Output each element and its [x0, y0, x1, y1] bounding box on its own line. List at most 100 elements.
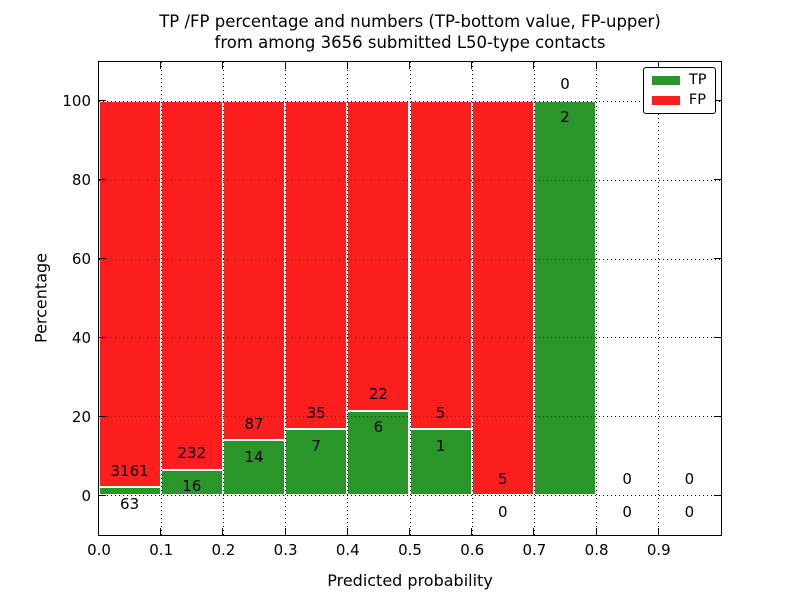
fp-bar-0.3-0.4	[285, 100, 348, 430]
x-axis-label: Predicted probability	[327, 571, 493, 590]
tp-bar-0.4-0.5	[347, 410, 410, 496]
y-tick-right-60	[713, 258, 721, 260]
x-tick-top-0.0	[98, 61, 99, 69]
tp-bar-0.2-0.3	[222, 440, 286, 496]
fp-count-label-0.2-0.3: 87	[244, 414, 264, 433]
fp-bar-0.6-0.7	[471, 100, 534, 496]
fp-count-label-0.9-1.0: 0	[684, 469, 695, 488]
x-tick-bottom-0.1	[160, 527, 162, 535]
legend-entry-fp: FP	[651, 91, 707, 108]
tp-bar-0.7-0.8	[533, 100, 597, 496]
tp-count-label-0.5-0.6: 1	[435, 436, 446, 455]
x-tick-top-0.9	[657, 61, 659, 69]
fp-count-label-0.8-0.9: 0	[622, 469, 632, 488]
y-tick-right-0	[713, 494, 721, 496]
y-tick-left-40	[98, 336, 106, 338]
fp-bar-0.4-0.5	[347, 100, 410, 411]
x-tick-bottom-0.0	[98, 527, 99, 535]
legend-label-tp: TP	[688, 71, 707, 88]
y-tick-right-100	[713, 100, 721, 102]
x-tick-label-0.5: 0.5	[398, 541, 422, 559]
x-tick-label-0.4: 0.4	[335, 541, 360, 559]
y-tick-label-60: 60	[71, 250, 91, 269]
x-tick-label-0.8: 0.8	[584, 541, 609, 559]
chart-title-line1: TP /FP percentage and numbers (TP-bottom…	[159, 12, 661, 31]
x-tick-top-0.4	[346, 61, 348, 69]
fp-color-swatch	[651, 95, 680, 105]
tp-count-label-0.3-0.4: 7	[311, 436, 321, 455]
x-tick-top-0.1	[160, 61, 162, 69]
gridline-x-0.4	[347, 61, 349, 535]
x-tick-top-0.6	[471, 61, 473, 69]
tp-color-swatch	[651, 75, 680, 85]
x-tick-top-0.3	[284, 61, 286, 69]
legend: TP FP	[642, 66, 716, 114]
fp-count-label-0.6-0.7: 5	[498, 469, 508, 488]
x-tick-label-0.7: 0.7	[522, 541, 547, 559]
x-tick-top-0.7	[533, 61, 535, 69]
fp-count-label-0.3-0.4: 35	[306, 403, 326, 422]
y-tick-label-20: 20	[71, 407, 91, 426]
gridline-x-0.8	[596, 61, 598, 535]
y-tick-right-20	[713, 415, 721, 417]
x-tick-bottom-0.7	[533, 527, 535, 535]
tp-count-label-0.0-0.1: 63	[120, 494, 140, 513]
x-tick-label-0.2: 0.2	[211, 541, 236, 559]
fp-count-label-0.0-0.1: 3161	[110, 461, 149, 480]
x-tick-bottom-0.2	[222, 527, 224, 535]
y-tick-label-40: 40	[71, 328, 91, 347]
fp-count-label-0.5-0.6: 5	[435, 403, 446, 422]
tp-count-label-0.1-0.2: 16	[182, 477, 202, 496]
y-tick-label-0: 0	[81, 486, 91, 505]
x-tick-label-0.6: 0.6	[460, 541, 485, 559]
x-tick-bottom-0.4	[346, 527, 348, 535]
gridline-x-0.2	[222, 61, 224, 535]
y-tick-right-40	[713, 336, 721, 338]
chart-title-line2: from among 3656 submitted L50-type conta…	[214, 33, 606, 52]
x-tick-bottom-0.5	[409, 527, 410, 535]
fp-bar-0.5-0.6	[409, 100, 472, 430]
gridline-x-0.6	[471, 61, 473, 535]
tp-count-label-0.7-0.8: 2	[560, 108, 570, 127]
gridline-x-0.9	[658, 61, 660, 535]
tp-bar-0.0-0.1	[98, 487, 161, 496]
y-tick-left-100	[98, 100, 106, 102]
x-tick-label-0.0: 0.0	[87, 541, 111, 559]
chart-title: TP /FP percentage and numbers (TP-bottom…	[99, 11, 721, 53]
x-tick-top-0.5	[409, 61, 410, 69]
x-tick-label-0.9: 0.9	[646, 541, 671, 559]
y-tick-left-80	[98, 179, 106, 181]
fp-bar-0.1-0.2	[160, 100, 223, 470]
tp-count-label-0.9-1.0: 0	[684, 502, 695, 521]
fp-count-label-0.7-0.8: 0	[560, 75, 570, 94]
x-tick-label-0.3: 0.3	[273, 541, 298, 559]
fp-bar-0.2-0.3	[222, 100, 286, 441]
gridline-x-0.7	[533, 61, 535, 535]
y-tick-label-100: 100	[62, 92, 91, 111]
plot-area: TP FP 3161 63 232 16 87 14 35 7 22 6 5 1 5 0 0 2 0 0 0 0	[97, 60, 722, 536]
fp-count-label-0.1-0.2: 232	[177, 444, 207, 463]
x-tick-top-0.8	[595, 61, 597, 69]
gridline-x-0.5	[409, 61, 411, 535]
x-tick-top-0.2	[222, 61, 224, 69]
gridline-x-0.3	[285, 61, 287, 535]
fp-count-label-0.4-0.5: 22	[368, 385, 388, 404]
legend-label-fp: FP	[688, 91, 706, 108]
y-tick-left-60	[98, 258, 106, 260]
tp-count-label-0.6-0.7: 0	[498, 502, 508, 521]
y-tick-right-80	[713, 179, 721, 181]
y-tick-left-0	[98, 494, 106, 496]
tp-count-label-0.4-0.5: 6	[373, 418, 384, 437]
x-tick-bottom-0.6	[471, 527, 473, 535]
y-tick-left-20	[98, 415, 106, 417]
gridline-x-0.1	[160, 61, 162, 535]
tp-count-label-0.2-0.3: 14	[244, 448, 264, 466]
x-tick-bottom-0.9	[657, 527, 659, 535]
x-tick-bottom-0.3	[284, 527, 286, 535]
y-tick-label-80: 80	[71, 171, 91, 190]
tp-count-label-0.8-0.9: 0	[622, 502, 632, 521]
legend-entry-tp: TP	[651, 71, 707, 88]
x-tick-bottom-0.8	[595, 527, 597, 535]
fp-bar-0.0-0.1	[98, 100, 161, 488]
